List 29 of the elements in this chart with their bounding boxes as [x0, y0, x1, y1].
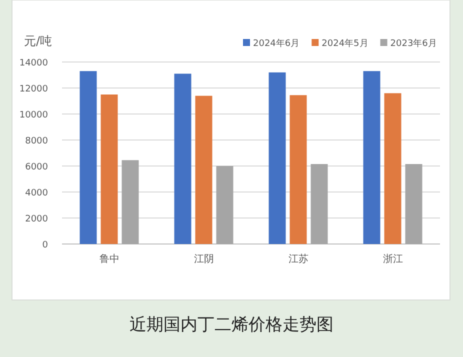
x-tick-label: 江阴 [194, 253, 214, 265]
x-tick-label: 鲁中 [99, 253, 120, 265]
y-tick-label: 0 [42, 240, 48, 250]
y-axis-title: 元/吨 [24, 34, 52, 48]
bar [122, 160, 139, 244]
bar [174, 74, 192, 244]
y-tick-label: 8000 [25, 136, 48, 146]
bar [268, 72, 286, 244]
bar [290, 95, 307, 244]
bar [384, 93, 402, 244]
bar [405, 164, 422, 244]
x-tick-label: 浙江 [382, 253, 403, 265]
y-tick-label: 6000 [25, 162, 48, 172]
y-tick-label: 14000 [19, 58, 48, 68]
bar [363, 71, 380, 244]
x-tick-label: 江苏 [288, 253, 308, 265]
legend-label: 2023年6月 [390, 38, 437, 49]
bar [216, 166, 234, 244]
y-tick-label: 4000 [25, 188, 48, 198]
bar [195, 96, 212, 244]
y-tick-label: 10000 [19, 110, 48, 120]
text: 近期国内丁二烯价格走势图 [130, 315, 334, 335]
y-tick-label: 12000 [19, 84, 48, 94]
y-tick-label: 2000 [25, 214, 48, 224]
bar [80, 71, 97, 244]
bar [100, 94, 118, 244]
bar [310, 164, 328, 244]
legend-label: 2024年5月 [322, 38, 368, 49]
legend-label: 2024年6月 [253, 38, 300, 49]
